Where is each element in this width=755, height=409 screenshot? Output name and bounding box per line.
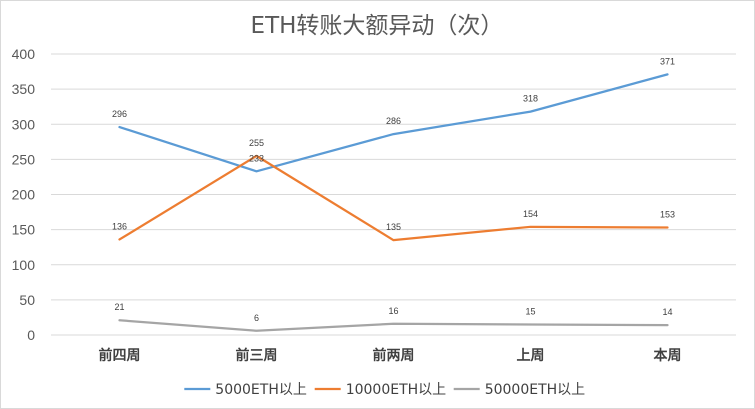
data-label: 6	[254, 313, 259, 323]
legend-entry: 50000ETH以上	[485, 382, 585, 398]
x-category-label: 前四周	[99, 347, 141, 364]
data-labels: 296 233 286 318 371 136 255 135 154 153 21 6 16 15 14	[112, 56, 675, 322]
x-category-label: 前三周	[236, 347, 278, 364]
y-tick-label: 200	[12, 187, 36, 203]
series-line	[118, 319, 669, 332]
y-axis-ticks: 0 50 100 150 200 250 300 350 400	[12, 46, 36, 343]
chart-title: ETH转账大额异动（次）	[251, 13, 504, 39]
series-line	[118, 154, 669, 242]
data-label: 14	[662, 307, 672, 317]
data-label: 318	[523, 94, 538, 104]
data-label: 16	[388, 306, 398, 316]
series-lines	[118, 73, 669, 332]
x-axis-categories: 前四周 前三周 前两周 上周 本周	[99, 347, 682, 364]
x-category-label: 前两周	[373, 347, 415, 364]
legend-entry: 10000ETH以上	[346, 382, 446, 398]
data-label: 135	[386, 222, 401, 232]
x-category-label: 上周	[517, 348, 545, 364]
data-label: 21	[114, 302, 124, 312]
y-tick-label: 150	[12, 222, 36, 238]
data-label: 296	[112, 109, 127, 119]
data-label: 153	[660, 210, 675, 220]
series-line	[118, 73, 669, 173]
legend-entry: 5000ETH以上	[215, 382, 307, 398]
y-tick-label: 100	[12, 257, 36, 273]
data-label: 154	[523, 209, 538, 219]
y-tick-label: 300	[12, 116, 36, 132]
data-label: 255	[249, 138, 264, 148]
y-tick-label: 350	[12, 81, 36, 97]
x-category-label: 本周	[654, 347, 682, 364]
y-tick-label: 0	[27, 327, 35, 343]
data-label: 233	[249, 153, 264, 163]
y-tick-label: 250	[12, 151, 36, 167]
y-tick-label: 400	[12, 46, 36, 62]
data-label: 286	[386, 116, 401, 126]
y-tick-label: 50	[19, 292, 35, 308]
data-label: 136	[112, 221, 127, 231]
data-label: 371	[660, 56, 675, 66]
data-label: 15	[525, 306, 535, 316]
legend: 5000ETH以上 10000ETH以上 50000ETH以上	[184, 382, 585, 398]
gridlines	[51, 53, 736, 336]
